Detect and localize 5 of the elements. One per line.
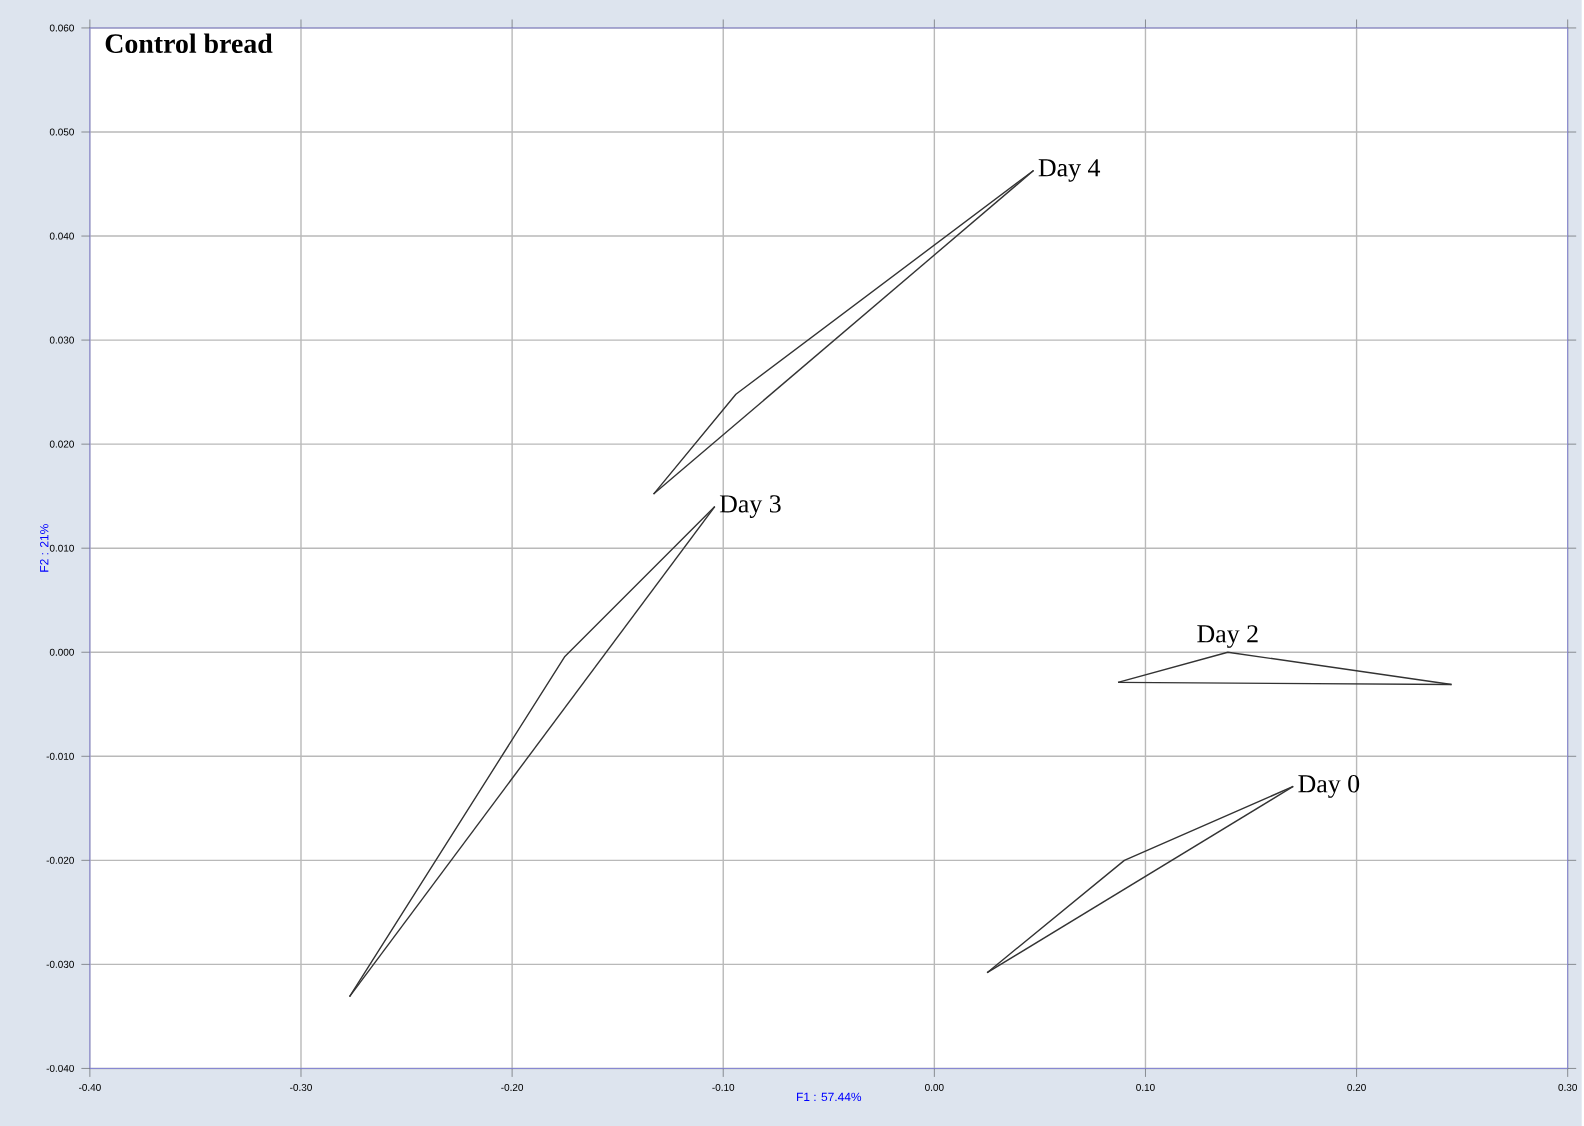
series-label: Day 3 xyxy=(719,495,781,518)
series-label: Day 2 xyxy=(1197,624,1258,648)
chart-title: Control bread xyxy=(105,33,273,53)
series-label: Day 4 xyxy=(1038,159,1101,182)
series-label: Day 0 xyxy=(1298,774,1360,798)
